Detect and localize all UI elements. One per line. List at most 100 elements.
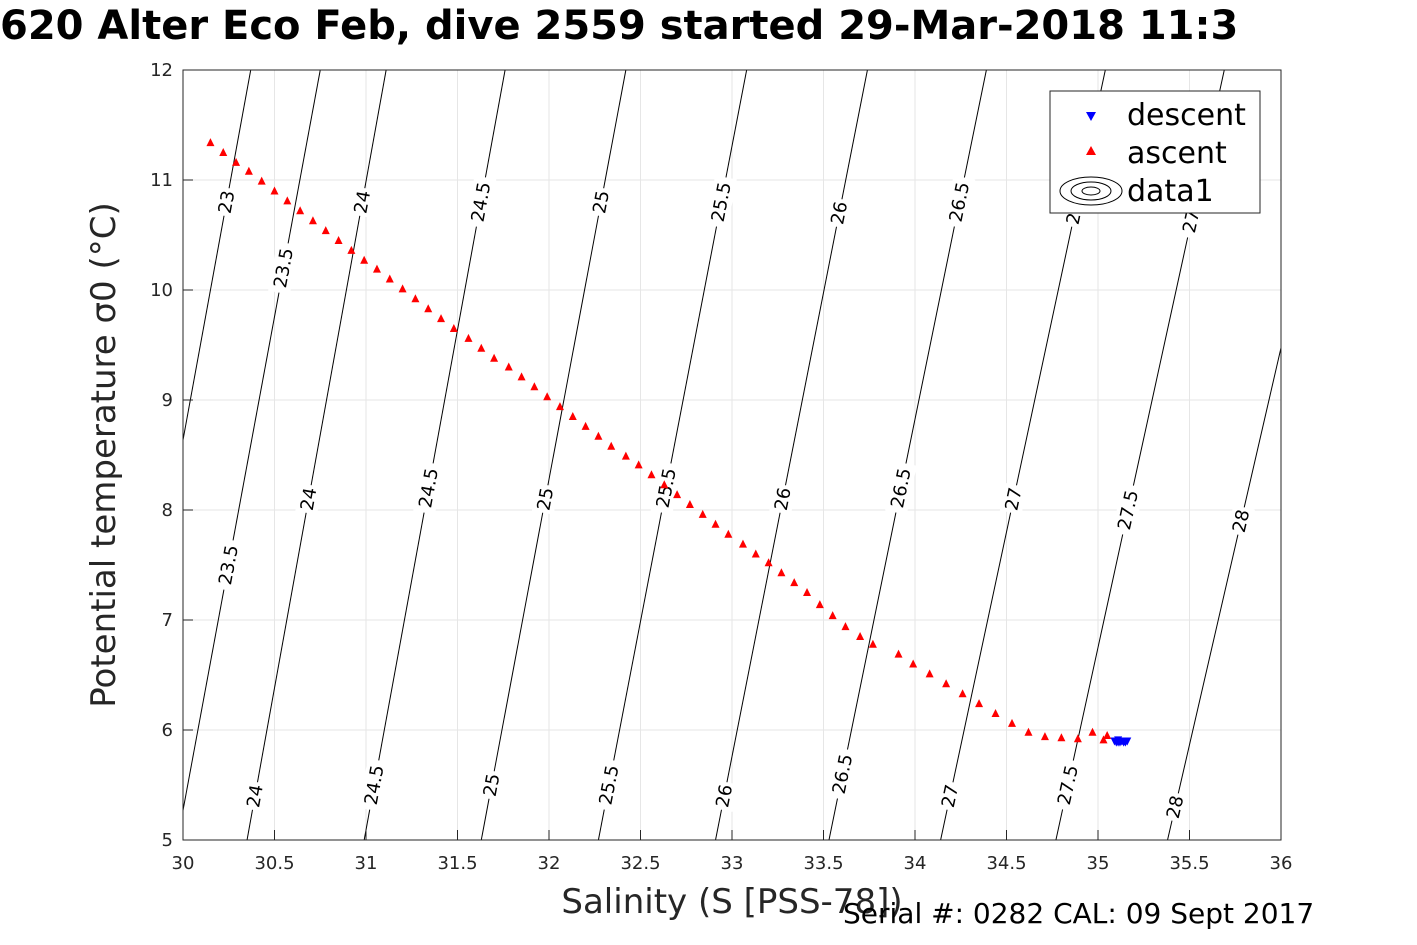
contour-label: 28 (1161, 790, 1190, 824)
contour-label-bg (358, 758, 390, 812)
ascent-point (698, 509, 707, 518)
y-tick-label: 9 (162, 390, 173, 411)
contour-label: 25 (587, 186, 615, 218)
y-tick-label: 7 (162, 610, 173, 631)
y-tick-label: 11 (150, 170, 173, 191)
x-tick-label: 32 (538, 853, 561, 874)
x-tick-label: 33.5 (803, 853, 843, 874)
ascent-point (764, 558, 773, 567)
contour-label-text: 25 (480, 772, 505, 798)
contour-label-bg (531, 483, 559, 515)
legend-box (1049, 90, 1261, 214)
ascent-point (477, 343, 486, 352)
ascent-point (360, 255, 369, 264)
contour-label: 24 (241, 780, 269, 812)
ascent-point (815, 600, 824, 609)
contour-label-bg (295, 483, 322, 515)
ascent-point (1088, 727, 1097, 736)
legend-descent-marker (1086, 112, 1096, 121)
ascent-point (219, 148, 228, 156)
ascent-point (909, 659, 918, 668)
ascent-point (581, 421, 590, 430)
contour-label-text: 24 (350, 189, 375, 215)
ascent-point (634, 460, 643, 469)
x-tick-label: 34 (904, 853, 927, 874)
ascent-point (398, 284, 407, 293)
contour-label-bg (213, 186, 240, 218)
ascent-point (828, 611, 837, 620)
legend: descent ascent data1 (1049, 90, 1261, 214)
ascent-point (925, 669, 934, 678)
ascent-point (660, 480, 669, 489)
x-tick-label: 32.5 (620, 853, 660, 874)
contour-label-bg (826, 747, 859, 801)
legend-contour-label: data1 (1127, 174, 1214, 209)
ascent-point (685, 500, 694, 508)
contour-label-text: 28 (1163, 794, 1189, 821)
ascent-point (647, 470, 656, 479)
contour-label-bg (587, 186, 615, 218)
x-tick-label: 31 (355, 853, 378, 874)
x-tick-label: 34.5 (986, 853, 1026, 874)
contour-line (1167, 345, 1281, 840)
x-tick-label: 30 (172, 853, 195, 874)
ascent-point (296, 206, 305, 215)
ascent-point (777, 568, 786, 577)
y-tick-label: 8 (162, 500, 173, 521)
ascent-point (894, 649, 903, 658)
contour-label: 27 (936, 780, 964, 812)
contour-label-bg (1051, 758, 1085, 812)
ascent-point (543, 392, 552, 401)
contour-label-bg (465, 175, 497, 229)
contour-label-text: 27 (1001, 486, 1026, 513)
ascent-point (856, 632, 865, 640)
contour-line (715, 70, 868, 840)
legend-contour-icon (1059, 176, 1123, 206)
contour-label-bg (1161, 790, 1190, 824)
ascent-point (257, 176, 266, 185)
ascent-point (958, 689, 967, 698)
ascent-point (206, 138, 215, 147)
y-tick-label: 6 (162, 720, 173, 741)
ascent-point (738, 539, 747, 548)
contour-label-text: 26 (771, 486, 796, 513)
ascent-point (868, 639, 877, 648)
ascent-point (334, 236, 343, 244)
contour-label-bg (710, 780, 738, 812)
ascent-point (841, 622, 850, 631)
x-tick-label: 33 (721, 853, 744, 874)
legend-ascent-marker (1086, 146, 1096, 155)
ascent-point (942, 679, 951, 688)
contour-label-text: 23 (215, 189, 240, 215)
ascent-point (424, 304, 433, 313)
contour-label-bg (593, 758, 625, 812)
ascent-point (411, 294, 420, 303)
legend-descent-label: descent (1127, 98, 1246, 133)
contour-label-bg (478, 769, 506, 801)
contour-label-bg (268, 241, 299, 295)
x-axis-ticks: 30 30.5 31 31.5 32 32.5 33 33.5 34 34.5 35 35.5 36 (172, 830, 1292, 874)
ascent-point (372, 264, 381, 273)
contour-label: 24.5 (465, 175, 497, 229)
ascent-point (711, 519, 720, 528)
ascent-point (724, 529, 733, 538)
contour-label-bg (999, 483, 1028, 515)
ascent-point (244, 166, 253, 175)
contour-label-text: 24 (297, 486, 322, 512)
ascent-point (1007, 718, 1016, 727)
ascent-point (607, 441, 616, 450)
y-tick-label: 12 (150, 60, 173, 81)
ascent-point (385, 274, 394, 283)
serial-calibration-note: Serial #: 0282 CAL: 09 Sept 2017 (843, 897, 1315, 930)
contour-label: 26 (710, 780, 738, 812)
contour-label-text: 24 (243, 783, 268, 809)
contour-label: 26 (769, 483, 797, 515)
ascent-point (464, 333, 473, 342)
ascent-point (437, 314, 446, 323)
x-tick-label: 35 (1087, 853, 1110, 874)
ascent-point (490, 353, 499, 362)
ascent-point (975, 699, 984, 708)
contour-label-bg (241, 780, 269, 812)
contour-label-text: 28 (1229, 508, 1255, 535)
